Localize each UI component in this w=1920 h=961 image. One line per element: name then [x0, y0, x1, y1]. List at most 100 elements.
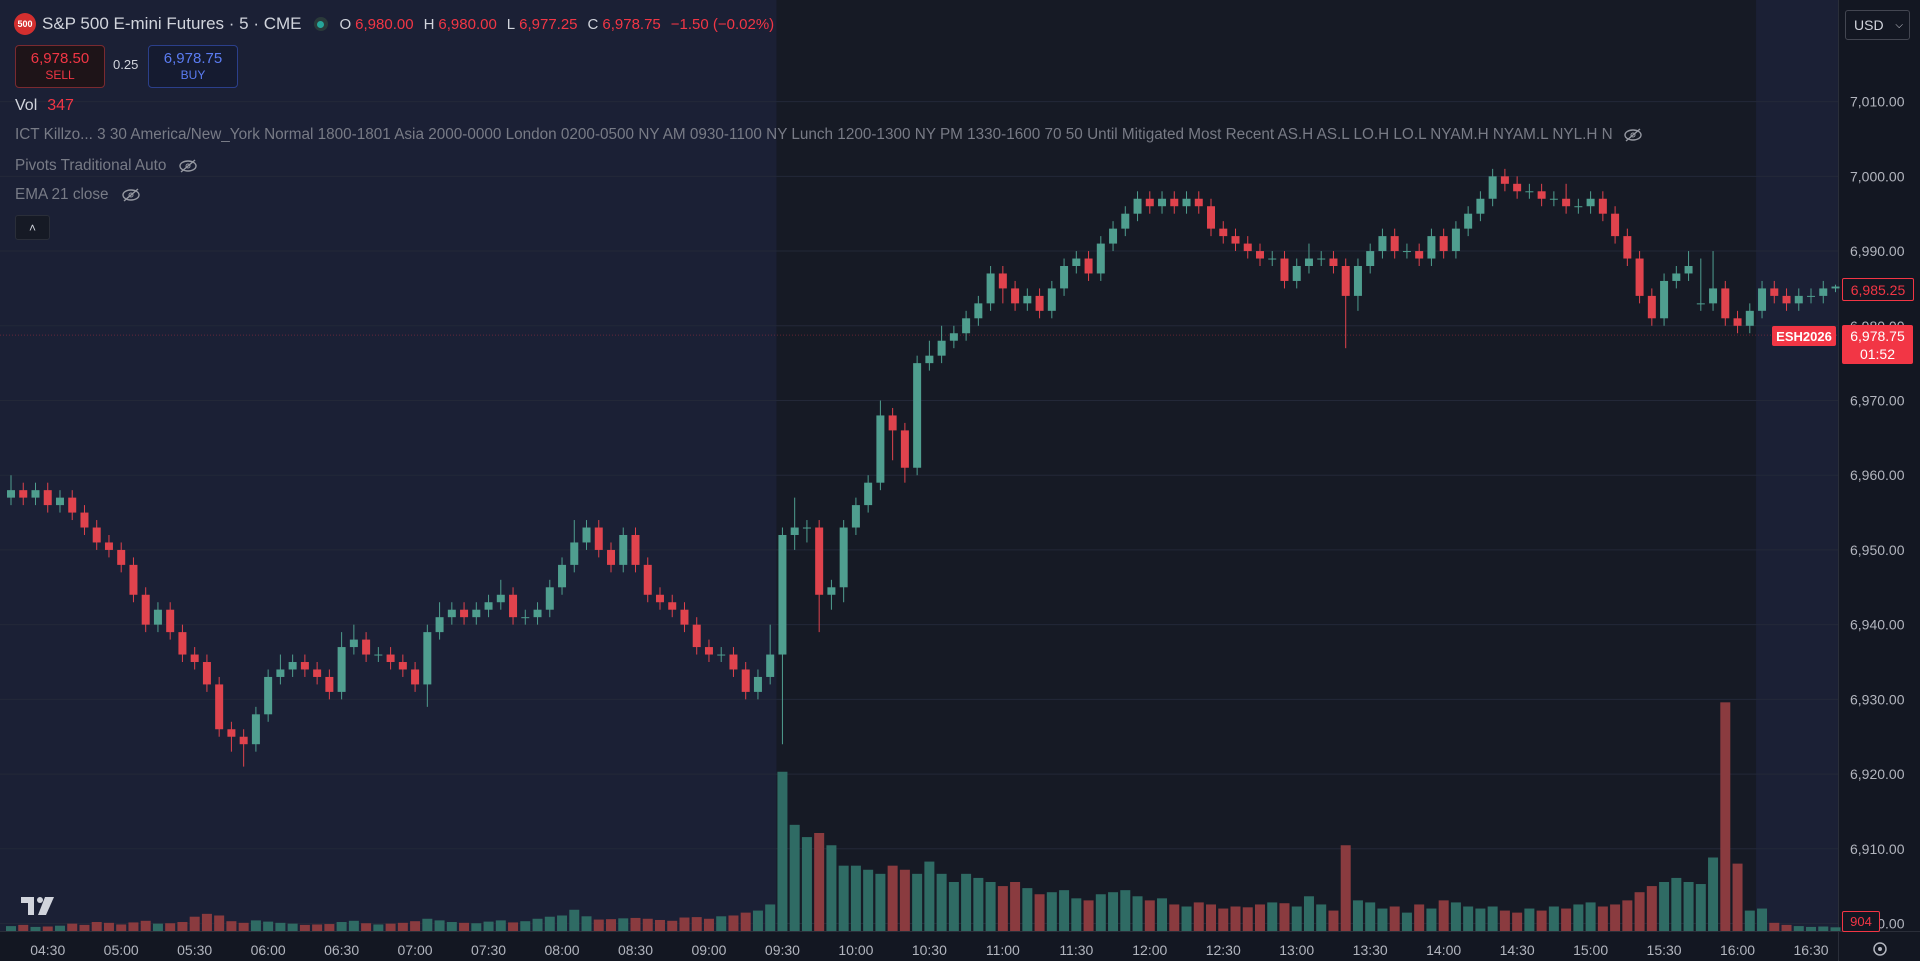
volume-bar [1671, 877, 1682, 931]
candle-body [43, 490, 52, 506]
volume-bar [606, 919, 617, 931]
pivots-legend[interactable]: Pivots Traditional Auto [15, 157, 198, 175]
volume-bar [765, 904, 776, 931]
volume-bar [1487, 906, 1498, 931]
volume-bar [1646, 886, 1657, 931]
x-tick-label: 06:00 [251, 942, 286, 958]
tradingview-logo [21, 897, 54, 915]
volume-bar [936, 873, 947, 931]
candle-body [1084, 258, 1093, 274]
candle-body [153, 609, 162, 625]
hidden-icon[interactable] [1623, 127, 1643, 143]
candle-body [1721, 288, 1730, 319]
volume-bar [740, 912, 751, 931]
volume-bar [1818, 926, 1829, 931]
candle-body [349, 639, 358, 648]
currency-selector[interactable]: USD ⌵ [1845, 10, 1910, 40]
candle-body [815, 527, 824, 595]
volume-bar [140, 920, 151, 931]
volume-bar [1708, 857, 1719, 931]
candle-body [1660, 280, 1669, 319]
candle-body [313, 669, 322, 677]
x-tick-label: 16:00 [1720, 942, 1755, 958]
volume-bar [165, 923, 176, 931]
candle-body [264, 676, 273, 715]
buy-button[interactable]: 6,978.75 BUY [148, 45, 238, 88]
candle-body [1562, 198, 1571, 207]
candle-body [631, 534, 640, 565]
x-tick-label: 04:30 [30, 942, 65, 958]
x-tick-label: 05:30 [177, 942, 212, 958]
candle-body [619, 534, 628, 565]
candle-body [1513, 183, 1522, 192]
x-tick-label: 10:00 [838, 942, 873, 958]
volume-label: Vol [15, 97, 38, 114]
volume-bar [912, 873, 923, 931]
volume-bar [30, 926, 41, 931]
pivots-text: Pivots Traditional Auto [15, 157, 167, 174]
close-label: C [587, 15, 599, 33]
candle-body [496, 594, 505, 603]
collapse-button[interactable]: ˄ [15, 215, 50, 240]
candle-body [1231, 236, 1240, 244]
candle-body [1060, 266, 1069, 289]
volume-bar [226, 921, 237, 931]
current-price-label: 6,978.75 [1850, 327, 1905, 344]
volume-bar [581, 916, 592, 931]
volume-bar [691, 917, 702, 931]
x-tick-label: 12:30 [1206, 942, 1241, 958]
volume-bar [1083, 900, 1094, 931]
candle-body [386, 654, 395, 663]
candle-body [900, 430, 909, 468]
volume-bar [67, 923, 78, 931]
volume-bar [789, 824, 800, 931]
volume-bar [446, 922, 457, 931]
candle-body [472, 609, 481, 618]
candle-body [1255, 251, 1264, 259]
ema-legend[interactable]: EMA 21 close [15, 186, 141, 204]
volume-bar [924, 861, 935, 931]
candle-body [1353, 266, 1362, 296]
sell-button[interactable]: 6,978.50 SELL [15, 45, 105, 88]
volume-bar [373, 924, 384, 931]
market-status[interactable] [313, 17, 328, 31]
candle-body [141, 594, 150, 625]
volume-bar [618, 918, 629, 931]
candle-body [55, 497, 64, 506]
volume-bar [1744, 910, 1755, 931]
volume-bar [985, 882, 996, 931]
volume-bar [1352, 900, 1363, 931]
candle-body [435, 617, 444, 633]
volume-bar [1806, 926, 1817, 931]
volume-bar [814, 833, 825, 931]
symbol-title[interactable]: S&P 500 E-mini Futures · 5 · CME [42, 14, 302, 33]
volume-legend[interactable]: Vol 347 [15, 97, 74, 115]
candle-body [129, 564, 138, 595]
volume-bar [593, 919, 604, 931]
candle-body [545, 587, 554, 610]
x-tick-label: 08:00 [545, 942, 580, 958]
candle-body [1133, 198, 1142, 214]
volume-bar [79, 924, 90, 931]
volume-bar [1181, 906, 1192, 931]
volume-bar [1414, 904, 1425, 931]
candle-body [1341, 266, 1350, 296]
candle-body [190, 654, 199, 663]
candle-body [876, 415, 885, 483]
candle-body [239, 736, 248, 745]
volume-bar [532, 918, 543, 931]
volume-bar [544, 916, 555, 931]
candle-body [962, 318, 971, 334]
settings-icon[interactable] [1873, 942, 1887, 956]
candle-body [276, 669, 285, 677]
ict-legend[interactable]: ICT Killzo... 3 30 America/New_York Norm… [15, 126, 1643, 144]
volume-bar [1071, 898, 1082, 931]
x-tick-label: 07:00 [398, 942, 433, 958]
volume-bar [667, 920, 678, 931]
hidden-icon[interactable] [121, 187, 141, 203]
volume-bar [483, 921, 494, 931]
hidden-icon[interactable] [178, 158, 198, 174]
y-tick-label: 7,010.00 [1850, 94, 1905, 110]
volume-bar [324, 924, 335, 931]
candle-body [1023, 295, 1032, 304]
